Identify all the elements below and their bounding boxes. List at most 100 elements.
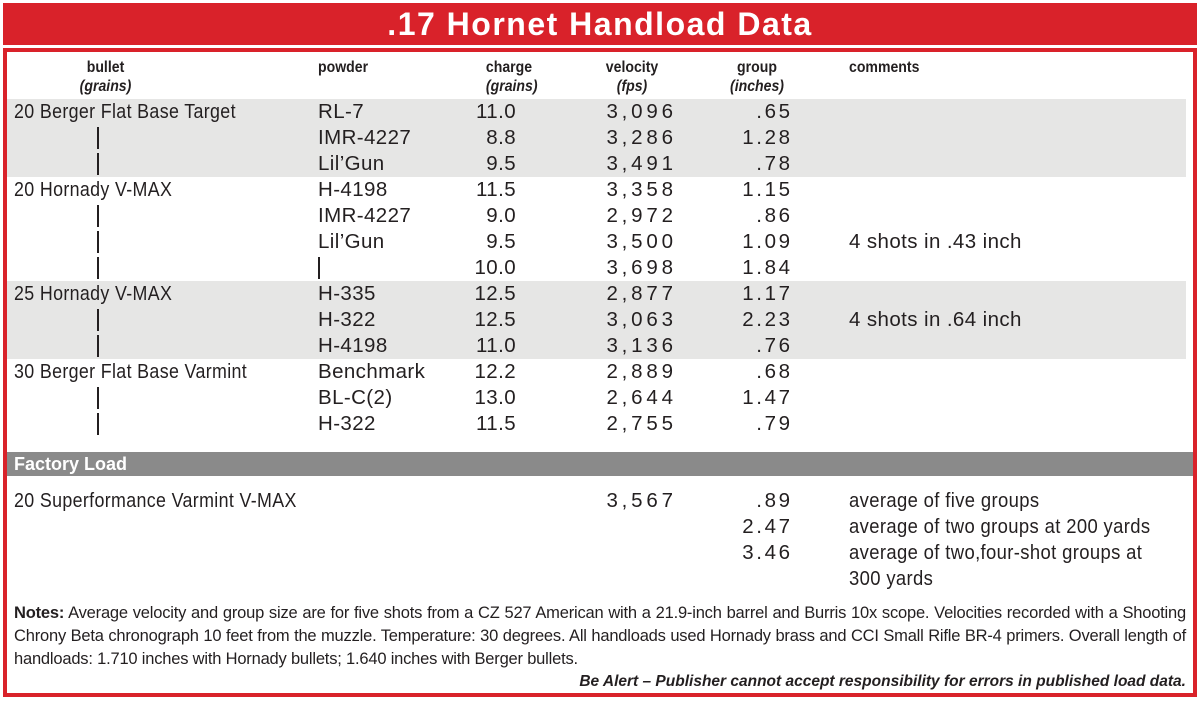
- col-header-group: group (inches): [730, 59, 784, 95]
- bullet-name: [7, 307, 307, 333]
- comments-value: average of two groups at 200 yards: [849, 515, 1151, 538]
- charge-value: 9.5: [486, 152, 516, 175]
- powder-name: [307, 540, 419, 592]
- group-value: 1.15: [742, 178, 793, 201]
- comments-value: average of five groups: [849, 489, 1040, 512]
- charge-value: 11.5: [476, 178, 516, 201]
- ditto-line: [318, 257, 320, 279]
- comments-value: average of two,four-shot groups at 300 y…: [849, 541, 1143, 590]
- charge-value: 12.2: [474, 360, 516, 383]
- load-row: Lil’Gun 9.5 3,500 1.09 4 shots in .43 inch: [7, 229, 1186, 255]
- bullet-name: 30 Berger Flat Base Varmint: [14, 360, 248, 383]
- powder-name: BL-C(2): [318, 386, 393, 409]
- velocity-value: 3,500: [606, 230, 677, 253]
- load-row: 25 Hornady V-MAX H-335 12.5 2,877 1.17: [7, 281, 1186, 307]
- bullet-name: [7, 203, 307, 229]
- ditto-line: [97, 127, 99, 149]
- powder-name: Lil’Gun: [318, 230, 385, 253]
- handload-data-table: bullet (grains) powder charge (grains) vel…: [3, 48, 1197, 697]
- bullet-name: 20 Superformance Varmint V-MAX: [14, 489, 297, 512]
- powder-name: H-322: [318, 308, 376, 331]
- factory-load-row: 2.47 average of two groups at 200 yards: [7, 514, 1193, 540]
- group-value: 3.46: [742, 541, 793, 564]
- bullet-name: 20 Hornady V-MAX: [14, 178, 173, 201]
- powder-name: [307, 255, 419, 281]
- table-header-row: bullet (grains) powder charge (grains) vel…: [7, 52, 1193, 99]
- notes-label: Notes:: [14, 604, 65, 622]
- bullet-name: 25 Hornady V-MAX: [14, 282, 173, 305]
- factory-load-row: 3.46 average of two,four-shot groups at 3…: [7, 540, 1193, 592]
- group-value: .76: [756, 334, 793, 357]
- load-row: 20 Berger Flat Base Target RL-7 11.0 3,096.…: [7, 99, 1186, 125]
- ditto-line: [97, 335, 99, 357]
- powder-name: Lil’Gun: [318, 152, 385, 175]
- charge-value: 12.5: [474, 308, 516, 331]
- group-value: 2.23: [742, 308, 793, 331]
- load-row: 20 Hornady V-MAX H-4198 11.5 3,358 1.15: [7, 177, 1186, 203]
- ditto-line: [97, 257, 99, 279]
- velocity-value: 3,358: [606, 178, 677, 201]
- comments-value: [790, 411, 1186, 437]
- powder-name: [307, 488, 419, 514]
- charge-value: 11.5: [476, 412, 516, 435]
- charge-value: [419, 540, 516, 592]
- factory-load-section-header: Factory Load: [7, 452, 1193, 476]
- page-title: .17 Hornet Handload Data: [3, 3, 1197, 45]
- velocity-value: 3,096: [606, 100, 677, 123]
- group-value: .86: [756, 204, 793, 227]
- comments-value: [790, 99, 1186, 125]
- charge-value: 10.0: [474, 256, 516, 279]
- col-header-velocity: velocity (fps): [605, 59, 659, 95]
- bullet-name: [7, 255, 307, 281]
- load-row: Lil’Gun 9.5 3,491 .78: [7, 151, 1186, 177]
- powder-name: IMR-4227: [318, 126, 412, 149]
- col-header-bullet: bullet (grains): [79, 59, 132, 95]
- load-row: 10.0 3,698 1.84: [7, 255, 1186, 281]
- factory-load-rows: 20 Superformance Varmint V-MAX 3,567 .89 av…: [7, 488, 1193, 592]
- charge-value: 8.8: [486, 126, 516, 149]
- velocity-value: 2,889: [606, 360, 677, 383]
- notes: Notes: Average velocity and group size a…: [7, 602, 1193, 671]
- group-value: 1.28: [742, 126, 793, 149]
- bullet-name: [7, 151, 307, 177]
- bullet-name: [7, 125, 307, 151]
- bullet-name: [7, 411, 307, 437]
- charge-value: 9.0: [486, 204, 516, 227]
- powder-name: H-335: [318, 282, 376, 305]
- charge-value: 9.5: [486, 230, 516, 253]
- group-value: 1.09: [742, 230, 793, 253]
- col-header-charge: charge (grains): [485, 59, 538, 95]
- velocity-value: [516, 514, 673, 540]
- charge-value: 11.0: [476, 100, 516, 123]
- bullet-name: [7, 333, 307, 359]
- publisher-alert: Be Alert – Publisher cannot accept respo…: [579, 673, 1186, 690]
- powder-name: H-322: [318, 412, 376, 435]
- group-value: .68: [756, 360, 793, 383]
- velocity-value: 2,755: [606, 412, 677, 435]
- velocity-value: 3,286: [606, 126, 677, 149]
- ditto-line: [97, 205, 99, 227]
- col-header-powder: powder: [318, 59, 369, 76]
- powder-name: [307, 514, 419, 540]
- group-value: 1.47: [742, 386, 793, 409]
- comments-value: [790, 177, 1186, 203]
- bullet-group: 20 Hornady V-MAX H-4198 11.5 3,358 1.15 IMR-4…: [7, 177, 1186, 281]
- load-row: H-322 12.5 3,063 2.23 4 shots in .64 inch: [7, 307, 1186, 333]
- charge-value: 12.5: [474, 282, 516, 305]
- velocity-value: 2,644: [606, 386, 677, 409]
- velocity-value: [516, 540, 673, 592]
- load-row: 30 Berger Flat Base Varmint Benchmark 12.2…: [7, 359, 1186, 385]
- comments-value: [790, 333, 1186, 359]
- charge-value: 13.0: [474, 386, 516, 409]
- comments-value: [790, 151, 1186, 177]
- bullet-name: 20 Berger Flat Base Target: [14, 100, 236, 123]
- powder-name: H-4198: [318, 178, 388, 201]
- load-row: H-4198 11.0 3,136 .76: [7, 333, 1186, 359]
- load-row: H-322 11.5 2,755 .79: [7, 411, 1186, 437]
- ditto-line: [97, 231, 99, 253]
- ditto-line: [97, 387, 99, 409]
- velocity-value: 2,877: [606, 282, 677, 305]
- bullet-group: 30 Berger Flat Base Varmint Benchmark 12.2…: [7, 359, 1186, 437]
- charge-value: [419, 488, 516, 514]
- group-value: .79: [756, 412, 793, 435]
